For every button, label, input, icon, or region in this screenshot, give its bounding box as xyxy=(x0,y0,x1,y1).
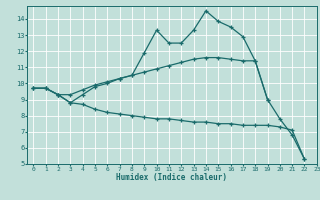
X-axis label: Humidex (Indice chaleur): Humidex (Indice chaleur) xyxy=(116,173,228,182)
